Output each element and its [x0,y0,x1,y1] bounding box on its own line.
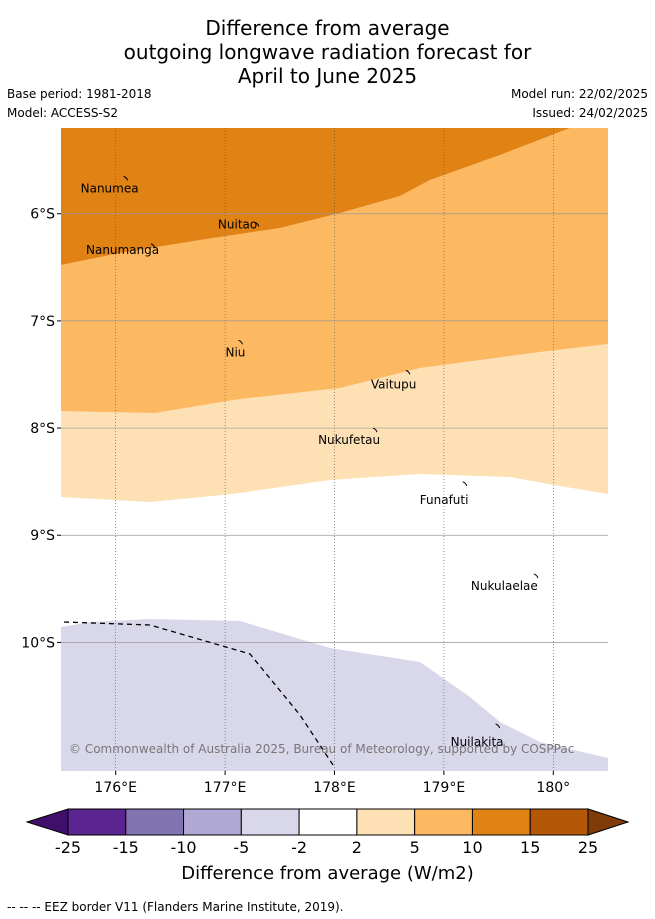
eez-border-line [63,621,336,769]
colorbar-tick-label: -2 [291,838,308,857]
island-label: Nanumanga [86,243,159,257]
island-label: Nanumea [81,181,139,195]
lat-tick-label: 7°S [30,314,55,330]
colorbar-segment [529,808,589,836]
colorbar-extend-high [587,808,630,836]
colorbar-tick-label: -5 [233,838,250,857]
title-line-2: outgoing longwave radiation forecast for [123,40,532,64]
colorbar-tick-label: -10 [170,838,197,857]
colorbar-segment [183,808,242,836]
lon-tick-label: 176°E [94,780,137,796]
lon-tick-label: 180° [536,780,570,796]
island-label: Funafuti [420,493,469,507]
colorbar-segment [414,808,473,836]
colorbar-tick-label: 5 [409,838,420,857]
island-shape [405,369,411,375]
colorbar-segment [125,808,185,836]
island-shape [123,175,129,181]
island-shape [150,243,156,249]
colorbar-tick-label: 10 [462,838,483,857]
colorbar-tick-label: 25 [577,838,599,857]
gridlines [61,128,608,771]
island-label: Niu [226,345,246,359]
colorbar-segment [356,808,416,836]
region-10-15 [61,128,570,265]
lat-tick-label: 6°S [30,207,55,223]
lat-tick-label: 8°S [30,421,55,437]
colorbar-tick-label: 15 [520,838,541,857]
copyright-text: © Commonwealth of Australia 2025, Bureau… [69,742,575,756]
colorbar-segment [298,808,358,836]
eez-footnote: -- -- -- EEZ border V11 (Flanders Marine… [7,900,344,914]
colorbar-extend-low [25,808,69,836]
colorbar-title: Difference from average (W/m2) [181,863,474,884]
axis-ticks: 176°E 177°E 178°E 179°E 180° 6°S 7°S 8°S 9°S 10°S [21,207,570,796]
lat-tick-label: 10°S [21,635,55,651]
colorbar-segment [471,808,531,836]
lat-tick-label: 9°S [30,528,55,544]
island-shape [495,723,501,729]
island-label: Nukufetau [318,433,380,447]
island-shape [254,221,260,227]
colorbar-segment [67,808,127,836]
model-name: Model: ACCESS-S2 [7,106,119,120]
island-label: Nukulaelae [471,579,538,593]
island-label: Nuitao [218,217,257,231]
lon-tick-label: 177°E [204,780,247,796]
colorbar-tick-label: -15 [112,838,139,857]
colorbar-segment [240,808,300,836]
island-label: Vaitupu [371,377,417,391]
island-shape [372,427,378,433]
base-period: Base period: 1981-2018 [7,87,152,101]
island-shape [238,339,243,345]
island-markers: Nanumea Nuitao Nanumanga Niu Vaitupu Nukufeta… [81,175,539,749]
region-5-10 [61,128,608,413]
chart-title: Difference from average outgoing longwav… [0,16,655,88]
title-line-3: April to June 2025 [237,64,418,88]
colorbar-tick-label: -25 [54,838,82,857]
eez-border [63,621,336,769]
colorbar-tick-label: 2 [351,838,362,857]
title-line-1: Difference from average [205,16,450,40]
island-label: Nuilakita [451,735,504,749]
island-shape [462,481,468,486]
model-run: Model run: 22/02/2025 [510,87,648,101]
lon-tick-label: 178°E [313,780,356,796]
colorbar [25,808,630,836]
island-shape [533,573,539,579]
lon-tick-label: 179°E [423,780,466,796]
issued-date: Issued: 24/02/2025 [532,106,648,120]
